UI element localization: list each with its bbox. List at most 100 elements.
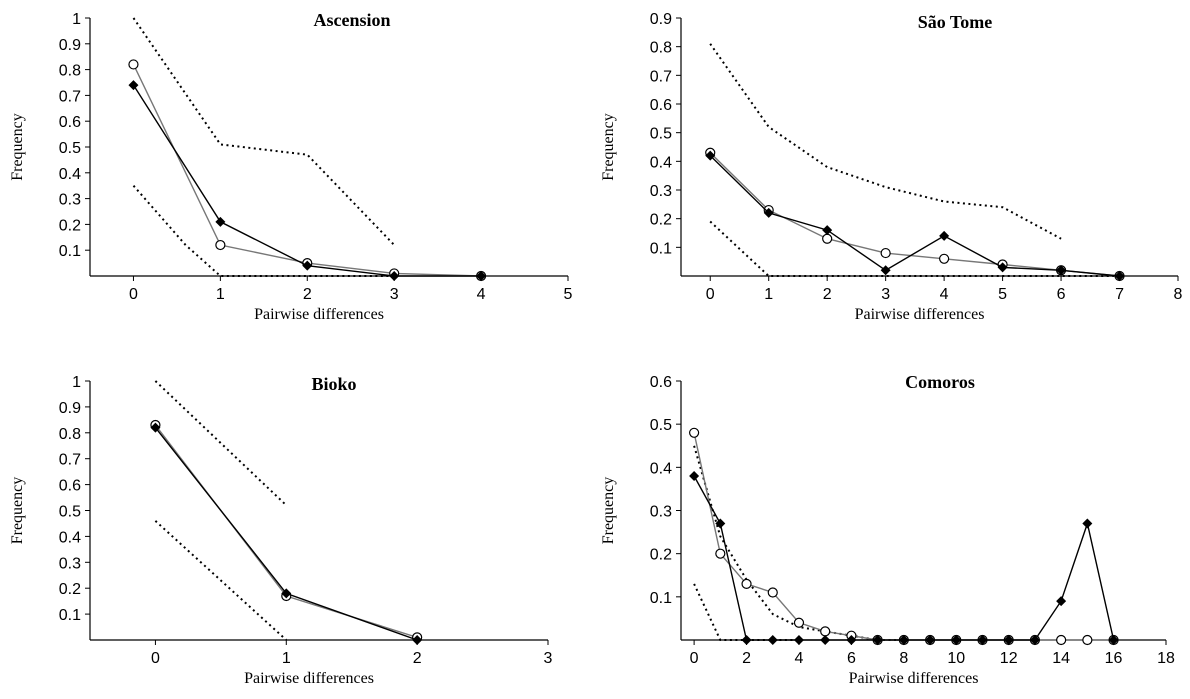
simulated-point [1082, 634, 1093, 646]
observed-point [1029, 635, 1040, 645]
x-tick-label: 2 [413, 650, 422, 667]
observed-point [689, 470, 700, 481]
envelope-line [709, 43, 1062, 240]
simulated-point [793, 617, 805, 628]
x-tick-label: 7 [1115, 286, 1124, 303]
observed-point [150, 422, 161, 433]
y-tick-label: 0.2 [59, 581, 81, 598]
observed-point [741, 635, 752, 645]
observed-point [872, 635, 883, 645]
observed-point [898, 635, 909, 645]
simulated-point [1056, 634, 1067, 646]
observed-point [793, 635, 804, 645]
x-tick-label: 8 [1174, 286, 1183, 303]
chart-panel-4: 0.1 0.2 0.3 0.4 0.5 0.6 0 2 4 6 8 10 12 14 16 18 Pairwis… [600, 372, 1175, 687]
y-tick-label: 0.4 [650, 460, 672, 477]
y-tick-label: 0.7 [650, 68, 672, 85]
x-tick-label: 3 [881, 286, 890, 303]
simulated-line [154, 424, 418, 639]
x-tick-label: 0 [129, 286, 138, 303]
x-tick-label: 4 [795, 650, 804, 667]
y-tick-label: 0.2 [650, 547, 672, 564]
y-tick-label: 0.2 [650, 212, 672, 229]
y-axis-title: Frequency [600, 477, 617, 545]
simulated-point [689, 427, 700, 438]
observed-point [302, 260, 313, 271]
observed-point [822, 225, 833, 236]
x-tick-label: 16 [1105, 650, 1123, 667]
envelope-line [132, 185, 395, 277]
y-tick-label: 0.3 [59, 192, 81, 209]
y-tick-label: 0.1 [59, 243, 81, 260]
chart-title: São Tome [918, 12, 993, 32]
observed-point [846, 635, 857, 645]
y-tick-label: 0.9 [59, 400, 81, 417]
y-tick-label: 0.8 [650, 40, 672, 57]
simulated-point [767, 587, 778, 598]
y-tick-label: 0.1 [650, 240, 672, 257]
y-tick-label: 0.8 [59, 63, 81, 80]
y-axis-title: Frequency [600, 113, 617, 181]
y-tick-label: 0.6 [650, 97, 672, 114]
x-tick-label: 0 [706, 286, 715, 303]
observed-point [925, 635, 936, 645]
simulated-point [822, 233, 833, 244]
observed-line [132, 84, 482, 277]
y-tick-label: 0.3 [650, 183, 672, 200]
simulated-point [880, 247, 891, 259]
x-tick-label: 3 [390, 286, 399, 303]
x-tick-label: 2 [823, 286, 832, 303]
y-tick-label: 0.5 [650, 417, 672, 434]
observed-point [1003, 635, 1014, 645]
envelope-line [154, 380, 287, 507]
y-tick-label: 0.6 [650, 374, 672, 391]
observed-point [281, 588, 292, 599]
y-axis-title: Frequency [9, 113, 26, 181]
x-tick-label: 1 [764, 286, 773, 303]
observed-point [705, 150, 716, 161]
simulated-point [128, 59, 139, 70]
y-tick-label: 0.3 [59, 555, 81, 572]
x-tick-label: 10 [947, 650, 965, 667]
observed-point [767, 635, 778, 645]
chart-panel-3: 0.1 0.2 0.3 0.4 0.5 0.6 0.7 0.8 0.9 1 0 1 2 3 Pairwise… [9, 374, 553, 687]
y-tick-label: 1 [72, 374, 81, 391]
x-tick-label: 4 [477, 286, 486, 303]
x-tick-label: 18 [1157, 650, 1175, 667]
x-tick-label: 4 [940, 286, 949, 303]
y-tick-label: 0.1 [59, 607, 81, 624]
y-tick-label: 0.9 [650, 11, 672, 28]
x-tick-label: 6 [1057, 286, 1066, 303]
y-tick-label: 0.4 [59, 166, 81, 183]
simulated-point [939, 253, 950, 264]
observed-point [1082, 518, 1093, 529]
x-tick-label: 1 [282, 650, 291, 667]
observed-point [951, 635, 962, 645]
observed-point [1056, 265, 1067, 276]
observed-point [939, 230, 950, 241]
x-tick-label: 5 [998, 286, 1007, 303]
chart-title: Comoros [905, 372, 975, 392]
observed-point [412, 635, 423, 645]
y-tick-label: 0.1 [650, 590, 672, 607]
observed-line [693, 475, 1115, 641]
chart-title: Ascension [313, 10, 390, 30]
observed-point [476, 271, 487, 281]
simulated-point [741, 578, 752, 589]
x-axis-title: Pairwise differences [849, 670, 979, 687]
y-tick-label: 0.2 [59, 217, 81, 234]
x-axis-title: Pairwise differences [244, 670, 374, 687]
x-tick-label: 12 [1000, 650, 1018, 667]
y-tick-label: 1 [72, 11, 81, 28]
simulated-point [820, 626, 831, 637]
x-tick-label: 5 [564, 286, 573, 303]
envelope-line [154, 520, 287, 641]
chart-title: Bioko [311, 374, 356, 394]
x-tick-label: 8 [899, 650, 908, 667]
chart-panel-1: 0.1 0.2 0.3 0.4 0.5 0.6 0.7 0.8 0.9 1 0 1 2 3 4 5 Pairwi… [9, 10, 573, 323]
x-tick-label: 0 [151, 650, 160, 667]
envelope-line [693, 445, 904, 641]
x-tick-label: 6 [847, 650, 856, 667]
y-tick-label: 0.9 [59, 37, 81, 54]
